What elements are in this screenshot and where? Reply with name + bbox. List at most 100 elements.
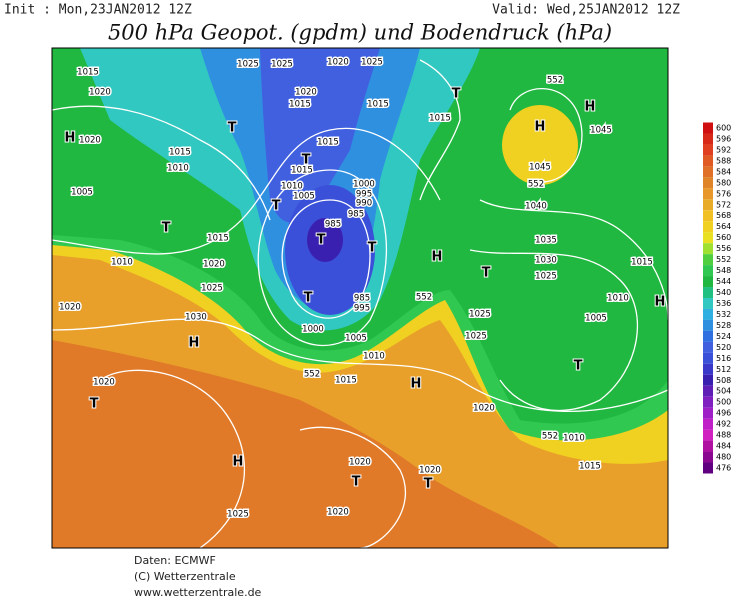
isobar-label: 990: [356, 199, 372, 209]
init-label: Init : Mon,23JAN2012 12Z: [4, 3, 192, 18]
isobar-label: 1025: [237, 60, 259, 70]
isobar-label: 1030: [535, 256, 557, 266]
colorbar-label: 560: [716, 233, 731, 242]
colorbar-label: 580: [716, 178, 731, 187]
isobar-label: 1025: [201, 284, 223, 294]
colorbar-cell: [703, 308, 713, 320]
colorbar-label: 596: [716, 134, 731, 143]
isobar-label: 1025: [271, 60, 293, 70]
isobar-label: 1025: [361, 58, 383, 68]
isobar-label: 1040: [525, 202, 547, 212]
isobar-label: 1020: [327, 508, 349, 518]
isobar-label: 1045: [590, 126, 612, 136]
colorbar-cell: [703, 462, 713, 474]
isobar-label: 1015: [169, 148, 191, 158]
pressure-center: T: [90, 397, 99, 412]
isobar-label: 1010: [363, 352, 385, 362]
isobar-label: 1015: [367, 100, 389, 110]
colorbar-cell: [703, 221, 713, 233]
colorbar-cell: [703, 122, 713, 134]
isobar-label: 1000: [302, 325, 324, 335]
colorbar-label: 484: [716, 442, 731, 451]
isobar-label: 1030: [185, 313, 207, 323]
pressure-center: T: [352, 475, 361, 490]
colorbar-label: 508: [716, 376, 731, 385]
footer-copyright: (C) Wetterzentrale: [134, 570, 236, 583]
title: 500 hPa Geopot. (gpdm) und Bodendruck (h…: [108, 21, 612, 45]
pressure-center: T: [424, 477, 433, 492]
isobar-label: 1035: [535, 236, 557, 246]
colorbar-cell: [703, 363, 713, 375]
isobar-label: 1010: [111, 258, 133, 268]
isobar-label: 1010: [607, 294, 629, 304]
colorbar-cell: [703, 144, 713, 156]
colorbar-label: 496: [716, 409, 731, 418]
colorbar-cell: [703, 396, 713, 408]
valid-label: Valid: Wed,25JAN2012 12Z: [492, 3, 680, 18]
pressure-center: H: [432, 250, 443, 265]
colorbar-cell: [703, 199, 713, 211]
pressure-center: T: [228, 121, 237, 136]
isobar-label: 985: [348, 210, 364, 220]
pressure-center: T: [317, 233, 326, 248]
isobar-label: 1010: [563, 434, 585, 444]
isobar-label: 1005: [71, 188, 93, 198]
colorbar-label: 512: [716, 365, 731, 374]
isobar-label: 1020: [327, 58, 349, 68]
colorbar-label: 520: [716, 343, 731, 352]
isobar-label: 1015: [207, 234, 229, 244]
colorbar-label: 556: [716, 244, 731, 253]
colorbar-cell: [703, 133, 713, 145]
colorbar-label: 532: [716, 310, 731, 319]
isobar-label: 1025: [465, 332, 487, 342]
colorbar-cell: [703, 407, 713, 419]
pressure-center: T: [162, 221, 171, 236]
isobar-label: 1015: [335, 376, 357, 386]
colorbar-cell: [703, 418, 713, 430]
pressure-center: T: [574, 359, 583, 374]
colorbar-label: 572: [716, 200, 731, 209]
pressure-center: T: [304, 291, 313, 306]
colorbar-label: 488: [716, 431, 731, 440]
isobar-label: 1015: [291, 166, 313, 176]
colorbar-cell: [703, 188, 713, 200]
pressure-center: T: [302, 153, 311, 168]
colorbar-label: 540: [716, 288, 731, 297]
isobar-label: 1025: [227, 510, 249, 520]
isobar-label: 985: [325, 220, 341, 230]
colorbar-label: 536: [716, 299, 731, 308]
isobar-label: 1045: [529, 163, 551, 173]
pressure-center: H: [233, 455, 244, 470]
colorbar-cell: [703, 155, 713, 167]
colorbar-cell: [703, 232, 713, 244]
isobar-label: 552: [528, 180, 544, 190]
colorbar-label: 544: [716, 277, 731, 286]
colorbar-label: 528: [716, 321, 731, 330]
isobar-label: 1015: [429, 114, 451, 124]
colorbar-label: 476: [716, 464, 731, 473]
colorbar-cell: [703, 451, 713, 463]
colorbar-cell: [703, 265, 713, 277]
colorbar-cell: [703, 429, 713, 441]
pressure-center: T: [452, 87, 461, 102]
pressure-center: T: [272, 199, 281, 214]
isobar-label: 552: [542, 432, 558, 442]
isobar-label: 1010: [167, 164, 189, 174]
isobar-label: 552: [304, 370, 320, 380]
isobar-label: 1025: [469, 310, 491, 320]
isobar-label: 1020: [419, 466, 441, 476]
colorbar-cell: [703, 276, 713, 288]
footer-url: www.wetterzentrale.de: [134, 586, 262, 599]
colorbar-label: 524: [716, 332, 731, 341]
map-field: [52, 48, 668, 548]
isobar-label: 1015: [631, 258, 653, 268]
isobar-label: 1005: [585, 314, 607, 324]
isobar-label: 1015: [579, 462, 601, 472]
map-frame: [51, 47, 669, 549]
isobar-label: 1000: [353, 180, 375, 190]
isobar-label: 1025: [535, 272, 557, 282]
isobar-label: 1020: [473, 404, 495, 414]
isobar-label: 1020: [203, 260, 225, 270]
colorbar-cell: [703, 341, 713, 353]
